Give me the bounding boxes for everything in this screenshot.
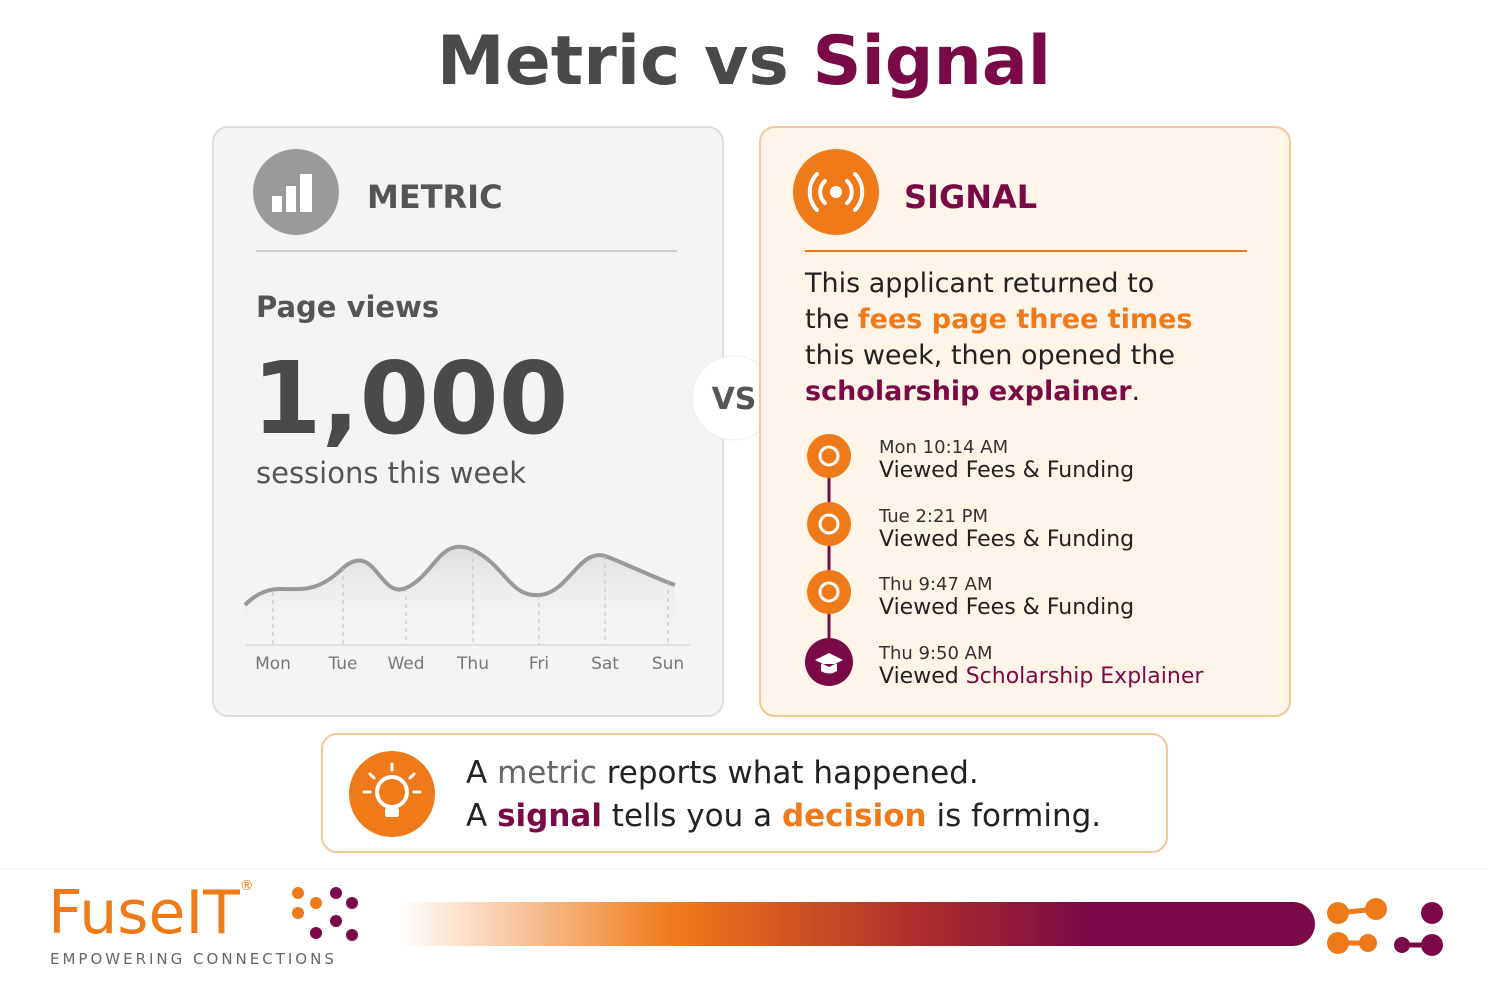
metric-heading: METRIC bbox=[367, 178, 503, 216]
vs-text: VS bbox=[712, 382, 757, 417]
timeline bbox=[805, 434, 853, 686]
metric-icon bbox=[253, 149, 339, 235]
event-action: Viewed Scholarship Explainer bbox=[879, 664, 1204, 689]
event: Thu 9:47 AM Viewed Fees & Funding bbox=[879, 574, 1134, 620]
brand: FuseIT® bbox=[48, 878, 254, 948]
event: Tue 2:21 PM Viewed Fees & Funding bbox=[879, 506, 1134, 552]
day-label: Thu bbox=[456, 654, 489, 674]
divider bbox=[256, 250, 677, 252]
gradient-bar bbox=[400, 902, 1315, 946]
event-action: Viewed Fees & Funding bbox=[879, 595, 1135, 620]
metric-label: Page views bbox=[256, 290, 440, 324]
divider bbox=[805, 250, 1247, 252]
bulb-icon bbox=[349, 751, 435, 837]
sparkline: Mon Tue Wed Thu Fri Sat Sun bbox=[243, 544, 690, 674]
event-time: Thu 9:50 AM bbox=[879, 643, 993, 664]
signal-heading: SIGNAL bbox=[904, 178, 1038, 216]
day-label: Mon bbox=[255, 654, 291, 674]
event: Mon 10:14 AM Viewed Fees & Funding bbox=[879, 437, 1134, 483]
day-label: Tue bbox=[327, 654, 357, 674]
event-action: Viewed Fees & Funding bbox=[879, 458, 1135, 483]
metric-caption: sessions this week bbox=[256, 456, 527, 490]
tagline: EMPOWERING CONNECTIONS bbox=[50, 950, 337, 968]
day-label: Sat bbox=[591, 654, 619, 674]
day-label: Fri bbox=[529, 654, 549, 674]
footer-rule bbox=[0, 868, 1488, 869]
metric-value: 1,000 bbox=[252, 340, 569, 457]
event-time: Tue 2:21 PM bbox=[879, 506, 988, 527]
signal-description: This applicant returned to the fees page… bbox=[805, 268, 1193, 407]
brand-mark bbox=[292, 887, 358, 941]
signal-icon bbox=[793, 149, 879, 235]
callout-text: A metric reports what happened. A signal… bbox=[466, 755, 1102, 834]
event-action: Viewed Fees & Funding bbox=[879, 527, 1135, 552]
callout bbox=[321, 733, 1168, 853]
title: Metric vs Signal bbox=[436, 22, 1052, 101]
day-label: Wed bbox=[387, 654, 424, 674]
connector-mark bbox=[1327, 898, 1443, 956]
event: Thu 9:50 AM Viewed Scholarship Explainer bbox=[879, 643, 1203, 689]
event-time: Thu 9:47 AM bbox=[879, 574, 993, 595]
event-time: Mon 10:14 AM bbox=[879, 437, 1009, 458]
day-label: Sun bbox=[652, 654, 684, 674]
vs-badge: VS bbox=[691, 355, 777, 441]
